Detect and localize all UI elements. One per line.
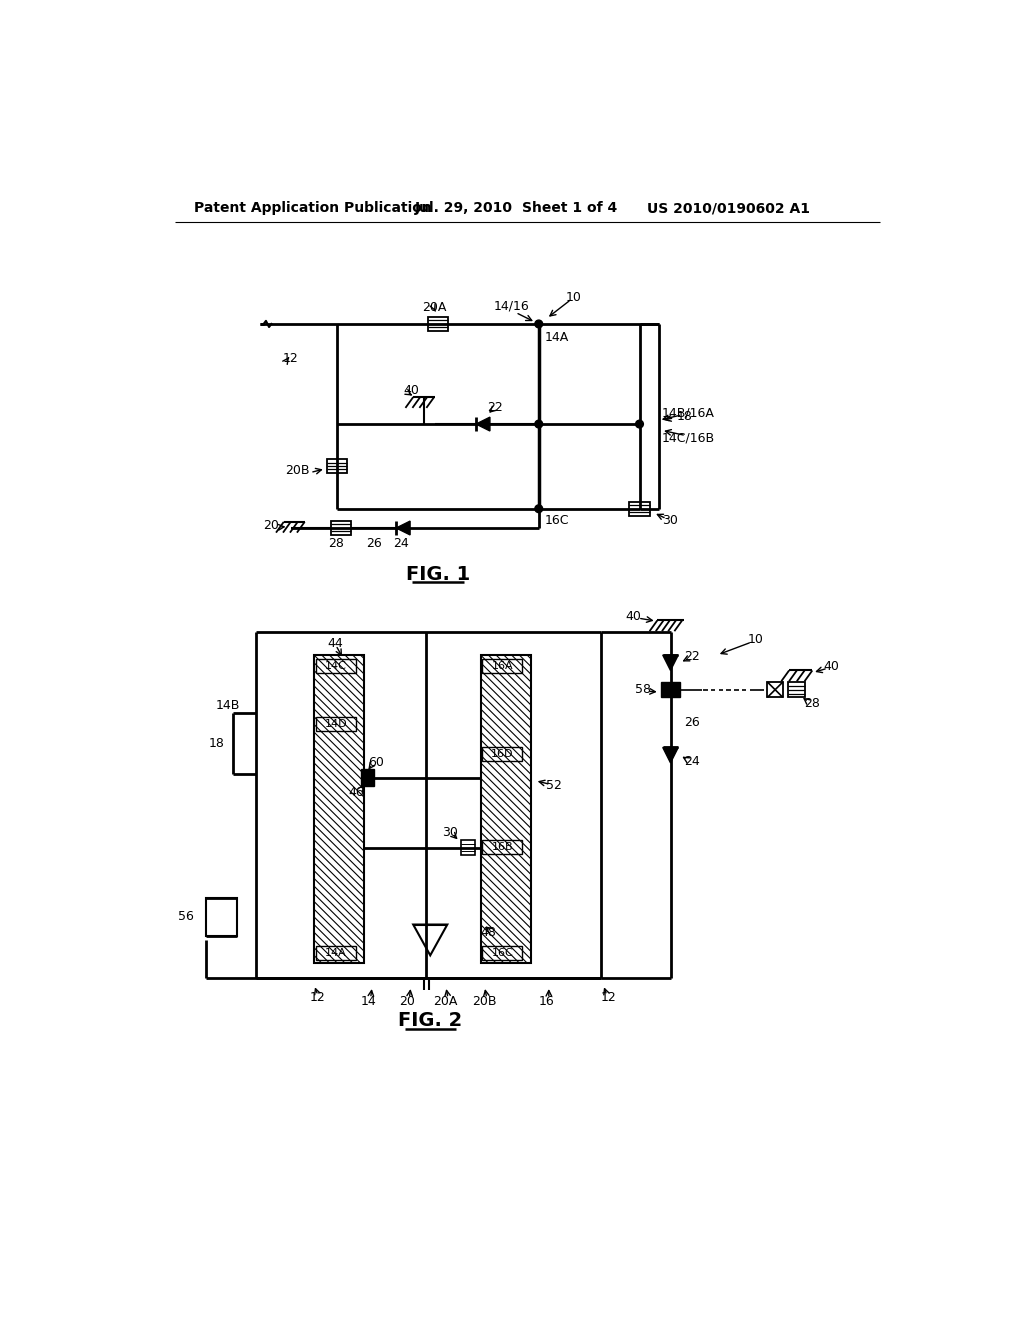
Text: 16D: 16D xyxy=(492,750,514,759)
Text: 28: 28 xyxy=(805,697,820,710)
Text: 24: 24 xyxy=(393,537,409,550)
Text: 22: 22 xyxy=(486,400,503,413)
Bar xyxy=(480,655,531,964)
Circle shape xyxy=(535,321,543,327)
Polygon shape xyxy=(396,521,410,535)
Text: 14B: 14B xyxy=(216,698,241,711)
Text: 16B: 16B xyxy=(492,842,513,851)
Text: US 2010/0190602 A1: US 2010/0190602 A1 xyxy=(647,202,810,215)
Text: 14: 14 xyxy=(360,995,376,1008)
Text: 14C/16B: 14C/16B xyxy=(662,432,715,445)
Polygon shape xyxy=(663,747,678,763)
Text: 16: 16 xyxy=(539,995,554,1008)
Bar xyxy=(314,655,365,964)
Text: 20: 20 xyxy=(399,995,415,1008)
Bar xyxy=(315,659,356,673)
Text: Patent Application Publication: Patent Application Publication xyxy=(194,202,432,215)
Text: 40: 40 xyxy=(626,610,641,623)
Text: 20A: 20A xyxy=(422,301,446,314)
Text: 14B/16A: 14B/16A xyxy=(662,407,714,418)
Text: Jul. 29, 2010: Jul. 29, 2010 xyxy=(415,202,513,215)
Text: 16C: 16C xyxy=(492,948,513,958)
Text: 12: 12 xyxy=(310,991,326,1005)
Text: 30: 30 xyxy=(441,825,458,838)
Circle shape xyxy=(535,420,543,428)
Bar xyxy=(630,502,649,516)
Bar xyxy=(461,840,475,855)
Text: 14C: 14C xyxy=(325,661,347,671)
Text: 28: 28 xyxy=(328,537,344,550)
Text: Sheet 1 of 4: Sheet 1 of 4 xyxy=(521,202,616,215)
Text: 46: 46 xyxy=(349,785,365,799)
Text: 12: 12 xyxy=(283,352,299,366)
Bar xyxy=(206,898,237,936)
Text: 14A: 14A xyxy=(545,331,569,345)
Text: 14A: 14A xyxy=(325,948,346,958)
Bar xyxy=(767,682,783,697)
Text: 18: 18 xyxy=(209,737,225,750)
Text: 14D: 14D xyxy=(325,718,347,729)
Text: 48: 48 xyxy=(480,925,497,939)
Circle shape xyxy=(535,504,543,512)
Text: FIG. 2: FIG. 2 xyxy=(398,1011,463,1031)
Text: 26: 26 xyxy=(684,715,700,729)
Bar xyxy=(482,659,522,673)
Text: 14/16: 14/16 xyxy=(494,300,529,313)
Text: 10: 10 xyxy=(565,290,582,304)
Polygon shape xyxy=(663,655,678,671)
Text: 52: 52 xyxy=(547,779,562,792)
Text: FIG. 1: FIG. 1 xyxy=(406,565,470,583)
Text: 16C: 16C xyxy=(545,513,569,527)
Bar xyxy=(315,717,356,730)
Bar xyxy=(662,682,680,697)
Bar xyxy=(788,682,805,697)
Circle shape xyxy=(636,420,643,428)
Text: 58: 58 xyxy=(635,684,651,696)
Text: 16A: 16A xyxy=(492,661,513,671)
Text: 26: 26 xyxy=(367,537,382,550)
Text: 10: 10 xyxy=(748,634,764,647)
Bar xyxy=(482,840,522,854)
Text: 12: 12 xyxy=(601,991,616,1005)
Text: 56: 56 xyxy=(178,911,194,924)
Bar xyxy=(482,747,522,762)
Bar xyxy=(331,521,351,535)
Bar xyxy=(328,459,347,474)
Text: 18: 18 xyxy=(677,409,692,422)
Text: 22: 22 xyxy=(684,649,700,663)
Text: 20: 20 xyxy=(263,519,280,532)
Bar xyxy=(482,946,522,960)
Text: 40: 40 xyxy=(402,384,419,397)
Text: 60: 60 xyxy=(368,756,384,770)
Text: 44: 44 xyxy=(328,638,344,649)
Text: 24: 24 xyxy=(684,755,700,768)
Text: 40: 40 xyxy=(823,660,840,673)
Bar xyxy=(315,946,356,960)
Polygon shape xyxy=(476,417,489,430)
Text: 20A: 20A xyxy=(433,995,458,1008)
Bar xyxy=(428,317,449,331)
Text: 20B: 20B xyxy=(472,995,497,1008)
Text: 20B: 20B xyxy=(286,463,310,477)
Text: 30: 30 xyxy=(663,513,679,527)
Bar xyxy=(360,770,375,785)
